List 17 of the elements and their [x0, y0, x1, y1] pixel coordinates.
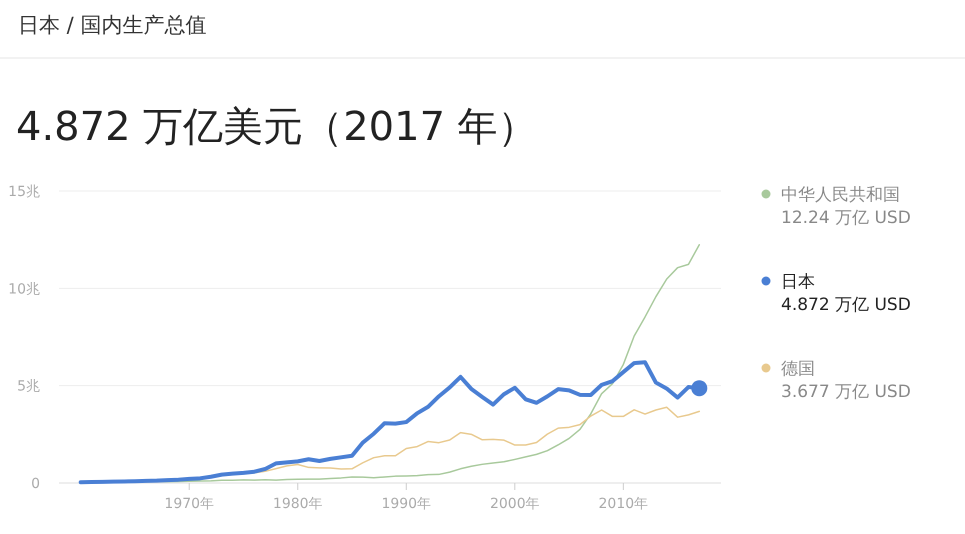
- legend-label: 德国: [781, 359, 815, 379]
- x-tick-label: 1980年: [272, 496, 323, 512]
- x-tick-label: 2010年: [598, 496, 648, 512]
- y-tick-label: 10兆: [8, 281, 40, 298]
- y-tick-label: 15兆: [8, 184, 40, 200]
- chart-title: 4.872 万亿美元（2017 年）: [16, 104, 538, 150]
- y-tick-label: 5兆: [17, 378, 40, 395]
- text: 4.872 万亿 USD: [781, 295, 911, 315]
- text: 3.677 万亿 USD: [781, 382, 911, 402]
- text: 12.24 万亿 USD: [781, 208, 911, 228]
- x-tick-label: 2000年: [490, 496, 540, 512]
- x-tick-label: 1990年: [381, 496, 432, 512]
- legend-label: 中华人民共和国: [781, 185, 900, 205]
- legend-label: 日本: [781, 272, 815, 292]
- chart-subtitle: 日本 / 国内生产总值: [18, 13, 206, 37]
- y-tick-label: 0: [31, 476, 40, 492]
- x-tick-label: 1970年: [164, 496, 214, 512]
